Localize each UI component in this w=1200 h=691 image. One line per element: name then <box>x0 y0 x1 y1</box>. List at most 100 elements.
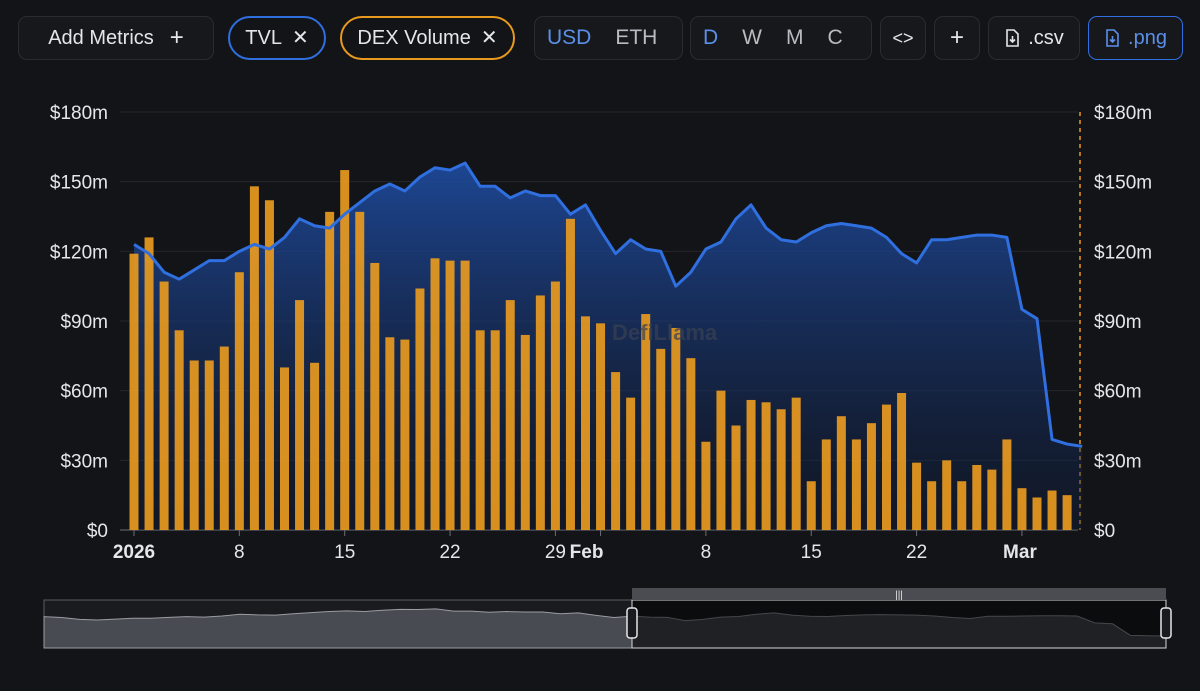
x-tick-label: 15 <box>801 542 822 563</box>
dex-volume-bar <box>280 367 289 530</box>
x-axis: 2026 8 15 22 29 Feb 8 15 22 Mar <box>113 530 1037 563</box>
png-label: .png <box>1128 26 1167 49</box>
x-tick-label: 22 <box>906 542 927 563</box>
currency-eth-option[interactable]: ETH <box>615 26 658 49</box>
code-icon: <> <box>892 27 914 48</box>
dex-volume-bar <box>550 281 560 530</box>
range-selector-window <box>631 599 1167 649</box>
dex-volume-bar <box>1017 488 1027 530</box>
metric-tvl-label: TVL <box>245 26 282 49</box>
dex-volume-bar <box>460 260 470 530</box>
y-tick-label-right: $180m <box>1094 103 1152 124</box>
dex-volume-bar <box>641 314 651 530</box>
dex-volume-bar <box>866 423 876 530</box>
y-tick-label: $150m <box>50 173 108 194</box>
y-tick-label: $120m <box>50 242 108 263</box>
dex-volume-bar <box>310 362 320 530</box>
x-tick-label: 22 <box>439 542 460 563</box>
close-icon[interactable]: ✕ <box>480 27 498 49</box>
dex-volume-bar <box>1002 439 1012 530</box>
dex-volume-bar <box>671 327 681 530</box>
dex-volume-bar <box>490 330 500 530</box>
y-tick-label-right: $60m <box>1094 382 1142 403</box>
period-day-option[interactable]: D <box>703 26 719 49</box>
metric-dex-volume-chip[interactable]: DEX Volume ✕ <box>340 16 515 60</box>
download-png-button[interactable]: .png <box>1088 16 1183 60</box>
range-selector-drag-bar <box>632 588 1166 600</box>
dex-volume-bar <box>159 281 169 530</box>
add-metrics-button[interactable]: Add Metrics + <box>18 16 214 60</box>
dex-volume-bar <box>686 358 696 530</box>
x-tick-label: 8 <box>234 542 245 563</box>
period-toggle: D W M C <box>690 16 872 60</box>
dex-volume-bar <box>129 253 139 530</box>
dex-volume-bar <box>882 404 891 530</box>
dex-volume-bar <box>596 323 606 530</box>
csv-label: .csv <box>1028 26 1064 49</box>
dex-volume-bar <box>264 200 274 530</box>
dex-volume-bar <box>204 360 214 530</box>
dex-volume-bar <box>1047 490 1057 530</box>
embed-button[interactable]: <> <box>880 16 926 60</box>
dex-volume-bar <box>731 425 741 530</box>
dex-volume-bar <box>505 300 515 530</box>
dex-volume-bars <box>129 170 1072 531</box>
dex-volume-bar <box>295 300 305 530</box>
watermark: DefiLlama <box>612 320 718 345</box>
currency-usd-option[interactable]: USD <box>547 26 592 49</box>
add-button[interactable]: + <box>934 16 980 60</box>
dex-volume-bar <box>746 399 756 530</box>
dex-volume-bar <box>415 288 425 530</box>
y-tick-label: $0 <box>87 521 108 542</box>
dex-volume-bar <box>189 360 199 530</box>
plus-icon: + <box>169 24 184 51</box>
metric-dex-volume-label: DEX Volume <box>357 26 471 49</box>
dex-volume-bar <box>400 339 410 530</box>
dex-volume-bar <box>581 316 590 530</box>
x-tick-label: 15 <box>334 542 355 563</box>
period-month-option[interactable]: M <box>786 26 804 49</box>
dex-volume-bar <box>626 397 636 530</box>
x-tick-label: 2026 <box>113 542 155 563</box>
dex-volume-bar <box>611 372 621 530</box>
y-tick-label: $90m <box>60 312 108 333</box>
dex-volume-bar <box>385 337 395 530</box>
plus-icon: + <box>949 24 964 51</box>
period-cumulative-option[interactable]: C <box>827 26 843 49</box>
x-tick-label: 29 <box>545 542 566 563</box>
y-tick-label-right: $0 <box>1094 521 1115 542</box>
dex-volume-bar <box>927 481 937 530</box>
x-tick-label: Mar <box>1003 542 1037 563</box>
dex-volume-bar <box>701 441 711 530</box>
period-week-option[interactable]: W <box>742 26 762 49</box>
dex-volume-bar <box>851 439 861 530</box>
dex-volume-bar <box>144 237 154 530</box>
download-csv-button[interactable]: .csv <box>988 16 1080 60</box>
drag-handle-icon: ||| <box>895 590 903 601</box>
right-y-axis: $0 $30m $60m $90m $120m $150m $180m <box>1094 103 1152 542</box>
metric-tvl-chip[interactable]: TVL ✕ <box>228 16 326 60</box>
dex-volume-bar <box>972 464 982 530</box>
y-tick-label: $30m <box>60 451 108 472</box>
dex-volume-bar <box>957 481 967 530</box>
y-tick-label: $180m <box>50 103 108 124</box>
dex-volume-bar <box>987 469 997 530</box>
dex-volume-bar <box>1062 495 1072 530</box>
dex-volume-bar <box>912 462 922 530</box>
dex-volume-bar <box>520 334 530 530</box>
dex-volume-bar <box>897 392 907 530</box>
add-metrics-label: Add Metrics <box>48 26 154 49</box>
dex-volume-bar <box>249 186 259 531</box>
dex-volume-bar <box>716 390 726 530</box>
close-icon[interactable]: ✕ <box>291 27 309 49</box>
y-tick-label: $60m <box>60 382 108 403</box>
dex-volume-bar <box>761 402 771 530</box>
currency-toggle: USD ETH <box>534 16 683 60</box>
dex-volume-bar <box>475 330 485 530</box>
dex-volume-bar <box>806 481 816 530</box>
range-selector[interactable]: ||| <box>43 588 1172 649</box>
tvl-line-series <box>133 161 1083 448</box>
dex-volume-bar <box>791 397 801 530</box>
dex-volume-bar <box>821 439 831 530</box>
